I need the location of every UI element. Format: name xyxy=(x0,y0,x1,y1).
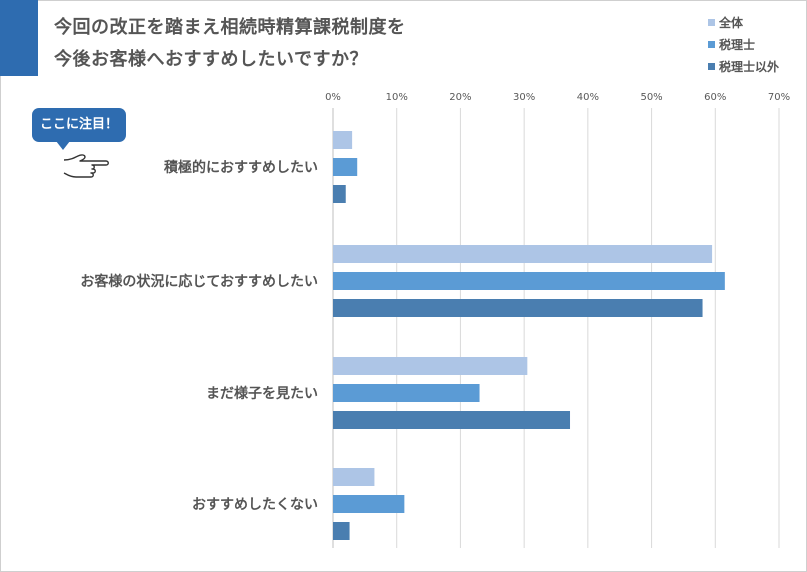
category-label-3: おすすめしたくない xyxy=(192,497,318,513)
chart-title-line-1: 今回の改正を踏まえ相続時精算課税制度を xyxy=(54,17,406,38)
x-tick-label-5: 50% xyxy=(640,92,662,103)
bar-2-1 xyxy=(333,384,480,402)
title-accent-bar xyxy=(0,0,38,76)
grid-layer xyxy=(332,108,780,548)
bar-2-2 xyxy=(333,411,571,429)
x-tick-label-3: 30% xyxy=(513,92,535,103)
legend-label-2: 税理士以外 xyxy=(719,59,780,74)
tick-layer: 0% 10% 20% 30% 40% 50% 60% 70% xyxy=(325,92,790,103)
bar-1-0 xyxy=(333,245,713,263)
legend-item-1: 税理士 xyxy=(708,33,779,55)
bar-3-0 xyxy=(333,468,375,486)
bar-1-2 xyxy=(333,299,703,317)
bar-1-1 xyxy=(333,272,725,290)
legend-item-0: 全体 xyxy=(708,11,779,33)
legend-item-2: 税理士以外 xyxy=(708,55,779,77)
bar-3-1 xyxy=(333,495,405,513)
pointing-hand-icon xyxy=(63,154,109,178)
category-label-1: お客様の状況に応じておすすめしたい xyxy=(80,273,318,290)
bar-0-0 xyxy=(333,131,353,149)
legend-label-1: 税理士 xyxy=(719,37,756,52)
x-tick-label-2: 20% xyxy=(449,92,471,103)
bar-3-2 xyxy=(333,522,350,540)
legend-swatch-0 xyxy=(708,18,715,26)
callout-badge: ここに注目！ xyxy=(32,108,126,142)
x-tick-label-6: 60% xyxy=(704,92,726,103)
legend-label-0: 全体 xyxy=(719,15,744,30)
legend-swatch-2 xyxy=(708,62,715,70)
category-label-2: まだ様子を見たい xyxy=(206,385,318,402)
legend-swatch-1 xyxy=(708,40,715,48)
bar-layer xyxy=(333,131,725,540)
x-tick-label-0: 0% xyxy=(325,92,341,103)
category-label-0: 積極的におすすめしたい xyxy=(163,159,318,176)
callout-tail xyxy=(56,141,70,150)
bar-0-2 xyxy=(333,185,346,203)
x-tick-label-1: 10% xyxy=(386,92,408,103)
x-tick-label-4: 40% xyxy=(577,92,599,103)
bar-2-0 xyxy=(333,357,528,375)
bar-0-1 xyxy=(333,158,358,176)
category-label-layer: 積極的におすすめしたいお客様の状況に応じておすすめしたいまだ様子を見たいおすすめ… xyxy=(80,159,318,513)
x-tick-label-7: 70% xyxy=(768,92,790,103)
legend: 全体 税理士 税理士以外 xyxy=(708,11,779,77)
chart-title-line-2: 今後お客様へおすすめしたいですか？ xyxy=(54,49,368,70)
